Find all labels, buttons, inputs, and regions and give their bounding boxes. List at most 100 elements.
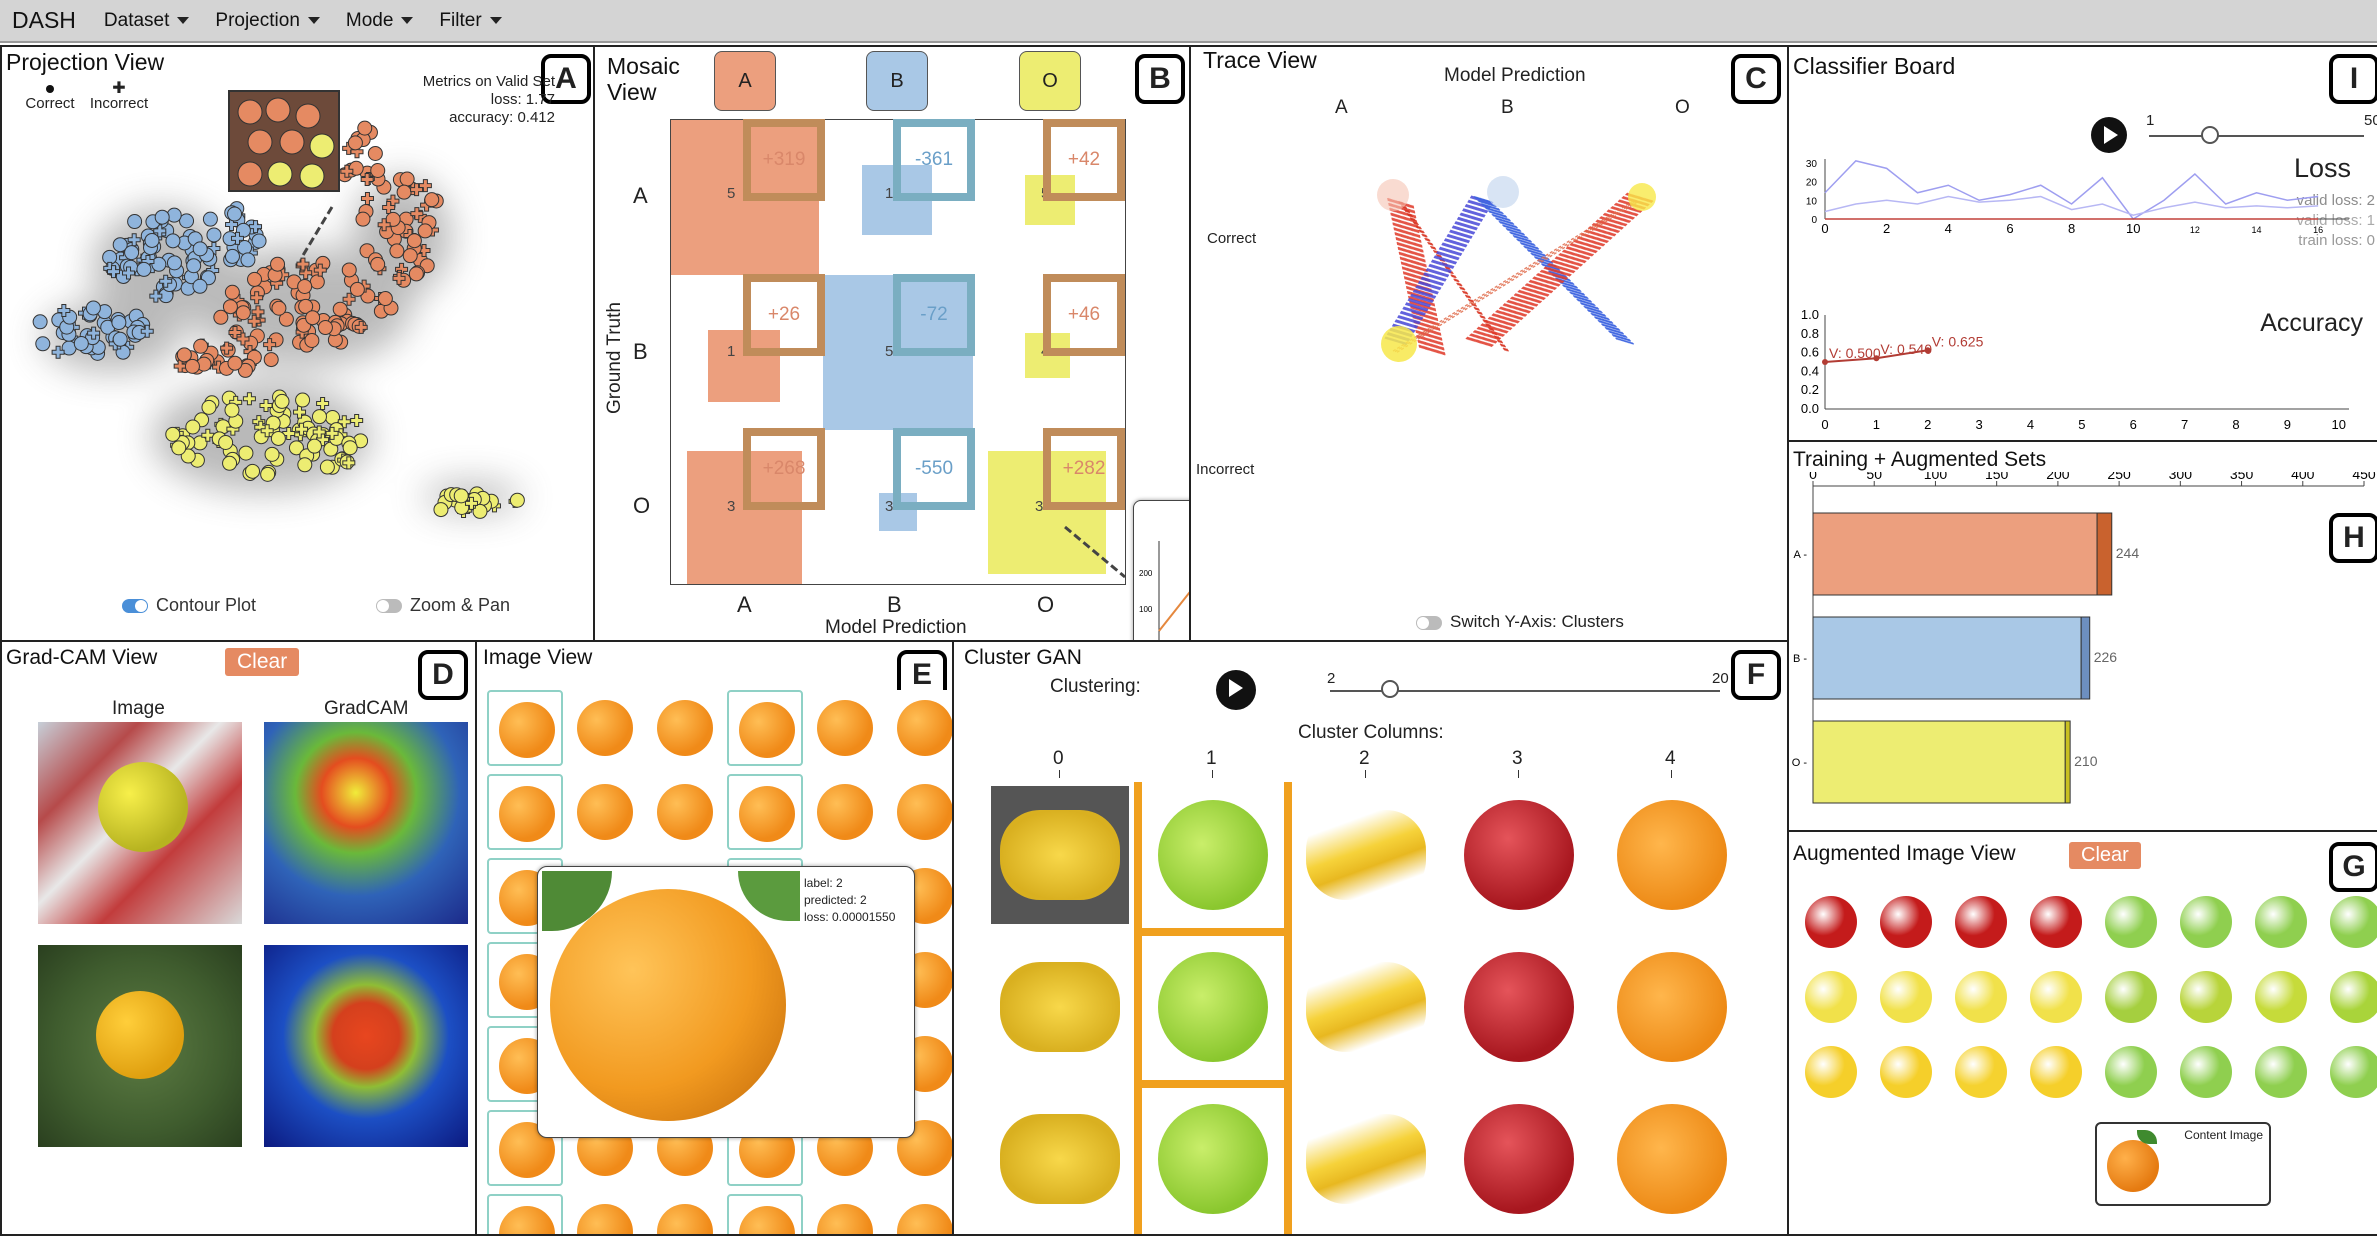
augmented-thumb[interactable] <box>2322 888 2377 956</box>
image-thumb[interactable] <box>38 722 242 924</box>
image-thumb[interactable] <box>807 774 883 850</box>
scatter-point <box>270 430 286 446</box>
augmented-thumb[interactable] <box>1872 963 1940 1031</box>
class-chip-a[interactable]: A <box>714 51 776 111</box>
menu-filter-label: Filter <box>439 9 482 31</box>
class-chip-b[interactable]: B <box>866 51 928 111</box>
augmented-thumb[interactable] <box>2322 963 2377 1031</box>
augmented-thumb[interactable] <box>2097 888 2165 956</box>
menu-mode[interactable]: Mode <box>346 10 414 32</box>
menu-projection[interactable]: Projection <box>215 10 320 32</box>
toggle-switch-y-axis[interactable]: Switch Y-Axis: Clusters <box>1416 612 1624 632</box>
augmented-thumb[interactable] <box>2172 1038 2240 1106</box>
scatter-point <box>112 237 128 253</box>
image-thumb[interactable] <box>887 690 952 766</box>
augmented-thumb[interactable] <box>2247 963 2315 1031</box>
augmented-thumb[interactable] <box>1947 888 2015 956</box>
augmented-thumb[interactable] <box>2247 1038 2315 1106</box>
projection-scatter[interactable] <box>2 107 562 567</box>
generated-image[interactable] <box>1297 1090 1435 1228</box>
generated-image[interactable] <box>991 786 1129 924</box>
scatter-point <box>305 310 321 326</box>
generated-image[interactable] <box>1450 786 1588 924</box>
augmented-thumb[interactable] <box>2322 1038 2377 1106</box>
augmented-thumb[interactable] <box>2097 963 2165 1031</box>
augmented-thumb[interactable] <box>2097 1038 2165 1106</box>
fruit-image <box>1158 1104 1268 1214</box>
image-thumb[interactable] <box>647 690 723 766</box>
bar-value: 210 <box>2074 753 2098 769</box>
content-image-box[interactable]: Content Image <box>2095 1122 2271 1206</box>
image-thumb[interactable] <box>727 774 803 850</box>
augmented-thumb[interactable] <box>1797 1038 1865 1106</box>
generated-image[interactable] <box>1297 786 1435 924</box>
generated-image[interactable] <box>1603 786 1741 924</box>
epoch-slider-track[interactable] <box>2149 135 2364 137</box>
menu-filter[interactable]: Filter <box>439 9 502 32</box>
image-thumb[interactable] <box>567 690 643 766</box>
generated-image[interactable] <box>1144 1090 1282 1228</box>
image-thumb[interactable] <box>487 690 563 766</box>
generated-image[interactable] <box>1144 938 1282 1076</box>
augmented-thumb[interactable] <box>2247 888 2315 956</box>
augmented-thumb[interactable] <box>1947 1038 2015 1106</box>
image-thumb[interactable] <box>567 774 643 850</box>
y-tick: 0.4 <box>1801 363 1819 378</box>
image-thumb[interactable] <box>38 945 242 1147</box>
epoch-slider-knob[interactable] <box>2201 126 2219 144</box>
menu-dataset[interactable]: Dataset <box>104 10 190 32</box>
grad-cam-panel: Grad-CAM View Clear D Image GradCAM <box>0 640 477 1236</box>
trace-line <box>1476 196 1641 345</box>
zoom-inset[interactable] <box>228 90 340 192</box>
toggle-contour-plot[interactable]: Contour Plot <box>122 595 256 616</box>
image-thumb[interactable] <box>727 1194 803 1234</box>
scatter-point-incorrect <box>159 274 173 288</box>
augmented-thumb[interactable] <box>2172 963 2240 1031</box>
image-thumb[interactable] <box>487 774 563 850</box>
play-button[interactable] <box>2091 117 2127 153</box>
scatter-point-incorrect <box>250 291 264 305</box>
scatter-point <box>227 206 243 222</box>
image-thumb[interactable] <box>487 1194 563 1234</box>
x-tick: 9 <box>2284 417 2291 432</box>
fruit-image <box>1617 1104 1727 1214</box>
augmented-thumb[interactable] <box>2022 1038 2090 1106</box>
image-thumb[interactable] <box>807 1194 883 1234</box>
image-thumb[interactable] <box>887 774 952 850</box>
image-thumb[interactable] <box>647 1194 723 1234</box>
generated-image[interactable] <box>1603 938 1741 1076</box>
generated-image[interactable] <box>1450 1090 1588 1228</box>
gradcam-thumb[interactable] <box>264 945 468 1147</box>
trace-line <box>1393 199 1427 350</box>
cluster-slider-knob[interactable] <box>1381 680 1399 698</box>
image-thumb[interactable] <box>727 690 803 766</box>
generated-image[interactable] <box>1144 786 1282 924</box>
generated-image[interactable] <box>1450 938 1588 1076</box>
generated-image[interactable] <box>991 1090 1129 1228</box>
clear-button[interactable]: Clear <box>225 648 300 676</box>
augmented-thumb[interactable] <box>2172 888 2240 956</box>
image-thumb[interactable] <box>567 1194 643 1234</box>
cluster-slider-track[interactable] <box>1330 690 1720 692</box>
class-chip-o[interactable]: O <box>1019 51 1081 111</box>
toggle-zoom-pan[interactable]: Zoom & Pan <box>376 595 510 616</box>
augmented-thumb[interactable] <box>1947 963 2015 1031</box>
scatter-point-incorrect <box>149 289 163 303</box>
augmented-thumb[interactable] <box>1797 963 1865 1031</box>
play-button[interactable] <box>1216 670 1256 710</box>
clear-button[interactable]: Clear <box>2069 842 2141 869</box>
augmented-thumb[interactable] <box>2022 888 2090 956</box>
cluster-column-tick <box>1212 770 1213 778</box>
augmented-thumb[interactable] <box>1872 888 1940 956</box>
augmented-thumb[interactable] <box>2022 963 2090 1031</box>
gradcam-thumb[interactable] <box>264 722 468 924</box>
augmented-thumb[interactable] <box>1797 888 1865 956</box>
augmented-thumb[interactable] <box>1872 1038 1940 1106</box>
generated-image[interactable] <box>991 938 1129 1076</box>
image-thumb[interactable] <box>807 690 883 766</box>
trace-lines[interactable] <box>1191 47 1789 567</box>
image-thumb[interactable] <box>647 774 723 850</box>
generated-image[interactable] <box>1297 938 1435 1076</box>
image-thumb[interactable] <box>887 1194 952 1234</box>
generated-image[interactable] <box>1603 1090 1741 1228</box>
